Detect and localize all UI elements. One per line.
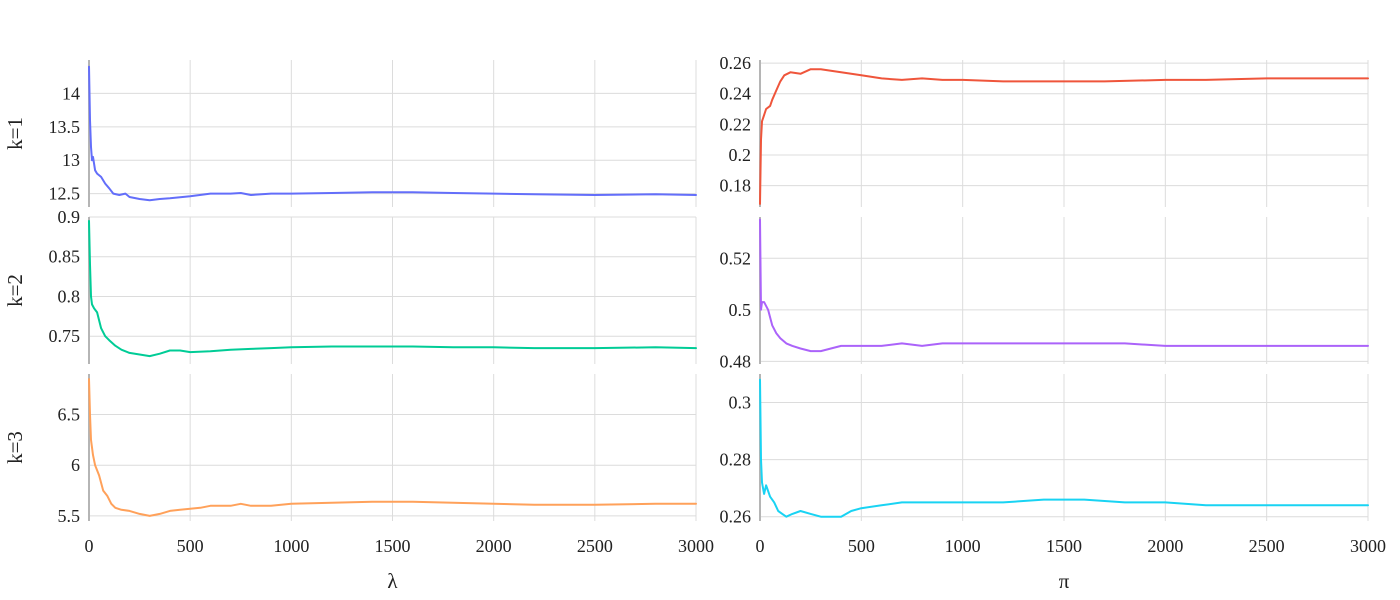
panel-k-2-lambda-y-tick-label: 0.85: [49, 247, 81, 267]
x-tick-label-pi: 0: [756, 536, 765, 556]
x-tick-label-lambda: 0: [85, 536, 94, 556]
x-axis-title-lambda: λ: [387, 569, 398, 593]
panel-k-3-lambda-y-tick-label: 5.5: [58, 506, 81, 526]
x-tick-label-lambda: 1500: [375, 536, 411, 556]
x-tick-label-lambda: 1000: [273, 536, 309, 556]
panel-k-1-pi-trace-line: [759, 68, 1369, 205]
x-tick-label-pi: 1000: [945, 536, 981, 556]
x-tick-label-lambda: 2000: [476, 536, 512, 556]
row-label-k-3: k=3: [3, 431, 27, 464]
panel-k-1-pi-y-tick-label: 0.22: [720, 114, 752, 134]
row-label-k-2: k=2: [3, 274, 27, 307]
panel-k-3-pi-y-tick-label: 0.26: [720, 507, 752, 527]
panel-k-1-lambda-y-tick-label: 13.5: [49, 117, 81, 137]
x-tick-label-pi: 3000: [1350, 536, 1386, 556]
panel-k-3-pi-y-tick-label: 0.28: [720, 450, 752, 470]
x-tick-label-lambda: 3000: [678, 536, 714, 556]
panel-k-3-pi-y-tick-label: 0.3: [729, 393, 752, 413]
panel-k-1-pi-y-tick-label: 0.2: [729, 145, 752, 165]
panel-k-1-lambda-y-tick-label: 14: [62, 83, 80, 103]
panel-k-1-lambda-y-tick-label: 12.5: [49, 184, 81, 204]
panel-k-3-lambda-y-tick-label: 6.5: [58, 405, 81, 425]
panel-k-2-pi-trace-line: [759, 218, 1369, 353]
panel-k-3-lambda-y-tick-label: 6: [71, 455, 80, 475]
panel-k-1-lambda-y-tick-label: 13: [62, 150, 80, 170]
panel-k-1-pi-y-tick-label: 0.18: [720, 176, 752, 196]
panel-k-2-pi-y-tick-label: 0.52: [720, 248, 752, 268]
panel-k-2-pi-y-tick-label: 0.48: [720, 351, 752, 371]
x-tick-label-pi: 500: [848, 536, 875, 556]
panel-k-1-pi-y-tick-label: 0.24: [720, 84, 752, 104]
panel-k-2-pi-y-tick-label: 0.5: [729, 300, 752, 320]
row-label-k-1: k=1: [3, 117, 27, 150]
panel-k-2-lambda-y-tick-label: 0.8: [58, 286, 81, 306]
panel-k-1-pi-y-tick-label: 0.26: [720, 53, 752, 73]
x-tick-label-lambda: 2500: [577, 536, 613, 556]
panel-k-2-lambda-trace-line: [88, 220, 697, 358]
panel-k-1-lambda-trace-line: [88, 65, 697, 202]
x-tick-label-pi: 2000: [1147, 536, 1183, 556]
x-tick-label-pi: 1500: [1046, 536, 1082, 556]
x-axis-title-pi: π: [1059, 569, 1070, 593]
x-tick-label-lambda: 500: [177, 536, 204, 556]
panel-k-3-pi-trace-line: [759, 378, 1369, 518]
panel-k-2-lambda-y-tick-label: 0.75: [49, 326, 81, 346]
panel-k-2-lambda-y-tick-label: 0.9: [58, 207, 81, 227]
x-tick-label-pi: 2500: [1249, 536, 1285, 556]
panel-k-3-lambda-trace-line: [88, 378, 697, 517]
